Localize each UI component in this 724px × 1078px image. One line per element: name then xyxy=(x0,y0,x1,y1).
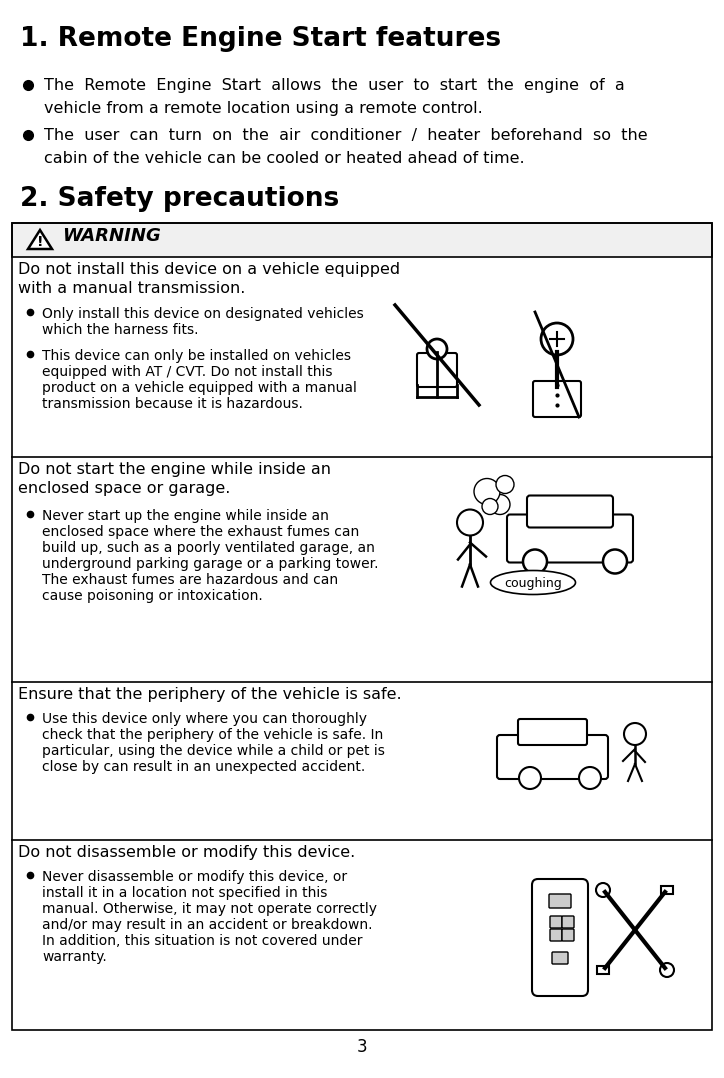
Bar xyxy=(12,223,712,1029)
Circle shape xyxy=(474,479,500,505)
Text: product on a vehicle equipped with a manual: product on a vehicle equipped with a man… xyxy=(42,381,357,395)
Text: Do not disassemble or modify this device.: Do not disassemble or modify this device… xyxy=(18,845,355,860)
Text: Never disassemble or modify this device, or: Never disassemble or modify this device,… xyxy=(42,870,347,884)
Text: particular, using the device while a child or pet is: particular, using the device while a chi… xyxy=(42,744,385,758)
FancyBboxPatch shape xyxy=(562,929,574,941)
Text: transmission because it is hazardous.: transmission because it is hazardous. xyxy=(42,397,303,411)
FancyBboxPatch shape xyxy=(527,496,613,527)
Text: close by can result in an unexpected accident.: close by can result in an unexpected acc… xyxy=(42,760,365,774)
FancyBboxPatch shape xyxy=(532,879,588,996)
Polygon shape xyxy=(28,230,52,249)
Text: underground parking garage or a parking tower.: underground parking garage or a parking … xyxy=(42,557,379,571)
Ellipse shape xyxy=(490,570,576,594)
Circle shape xyxy=(541,323,573,355)
FancyBboxPatch shape xyxy=(550,916,562,928)
Circle shape xyxy=(660,963,674,977)
Text: Only install this device on designated vehicles: Only install this device on designated v… xyxy=(42,307,363,321)
Text: The  Remote  Engine  Start  allows  the  user  to  start  the  engine  of  a: The Remote Engine Start allows the user … xyxy=(44,78,625,93)
Text: Never start up the engine while inside an: Never start up the engine while inside a… xyxy=(42,509,329,523)
Text: 1. Remote Engine Start features: 1. Remote Engine Start features xyxy=(20,26,501,52)
Text: warranty.: warranty. xyxy=(42,950,106,964)
Text: build up, such as a poorly ventilated garage, an: build up, such as a poorly ventilated ga… xyxy=(42,541,375,555)
Text: coughing: coughing xyxy=(504,577,562,590)
Text: cause poisoning or intoxication.: cause poisoning or intoxication. xyxy=(42,589,263,603)
FancyBboxPatch shape xyxy=(552,952,568,964)
Circle shape xyxy=(596,883,610,897)
FancyBboxPatch shape xyxy=(497,735,608,779)
FancyBboxPatch shape xyxy=(550,929,562,941)
Circle shape xyxy=(519,768,541,789)
Text: In addition, this situation is not covered under: In addition, this situation is not cover… xyxy=(42,934,363,948)
Text: manual. Otherwise, it may not operate correctly: manual. Otherwise, it may not operate co… xyxy=(42,902,377,916)
Text: cabin of the vehicle can be cooled or heated ahead of time.: cabin of the vehicle can be cooled or he… xyxy=(44,151,525,166)
Text: Do not install this device on a vehicle equipped: Do not install this device on a vehicle … xyxy=(18,262,400,277)
Text: !: ! xyxy=(37,235,43,249)
FancyBboxPatch shape xyxy=(518,719,587,745)
Text: equipped with AT / CVT. Do not install this: equipped with AT / CVT. Do not install t… xyxy=(42,365,332,379)
Circle shape xyxy=(603,550,627,573)
Circle shape xyxy=(523,550,547,573)
Text: enclosed space or garage.: enclosed space or garage. xyxy=(18,481,230,496)
Text: 2. Safety precautions: 2. Safety precautions xyxy=(20,186,340,212)
Text: WARNING: WARNING xyxy=(62,227,161,245)
Bar xyxy=(12,223,712,257)
Circle shape xyxy=(482,498,498,514)
Text: which the harness fits.: which the harness fits. xyxy=(42,323,198,337)
Text: install it in a location not specified in this: install it in a location not specified i… xyxy=(42,886,327,900)
Text: Use this device only where you can thoroughly: Use this device only where you can thoro… xyxy=(42,711,367,725)
Text: and/or may result in an accident or breakdown.: and/or may result in an accident or brea… xyxy=(42,918,373,932)
FancyBboxPatch shape xyxy=(597,966,609,975)
FancyBboxPatch shape xyxy=(562,916,574,928)
FancyBboxPatch shape xyxy=(661,886,673,894)
Circle shape xyxy=(457,510,483,536)
Text: check that the periphery of the vehicle is safe. In: check that the periphery of the vehicle … xyxy=(42,728,383,742)
Text: The exhaust fumes are hazardous and can: The exhaust fumes are hazardous and can xyxy=(42,573,338,588)
Text: This device can only be installed on vehicles: This device can only be installed on veh… xyxy=(42,349,351,363)
Text: with a manual transmission.: with a manual transmission. xyxy=(18,281,245,296)
FancyBboxPatch shape xyxy=(533,381,581,417)
FancyBboxPatch shape xyxy=(549,894,571,908)
Text: Do not start the engine while inside an: Do not start the engine while inside an xyxy=(18,462,331,476)
Circle shape xyxy=(496,475,514,494)
FancyBboxPatch shape xyxy=(417,353,457,387)
Text: 3: 3 xyxy=(357,1038,367,1056)
Circle shape xyxy=(624,723,646,745)
Text: enclosed space where the exhaust fumes can: enclosed space where the exhaust fumes c… xyxy=(42,525,359,539)
Circle shape xyxy=(490,495,510,514)
Circle shape xyxy=(579,768,601,789)
FancyBboxPatch shape xyxy=(507,514,633,563)
Text: Ensure that the periphery of the vehicle is safe.: Ensure that the periphery of the vehicle… xyxy=(18,687,402,702)
Text: The  user  can  turn  on  the  air  conditioner  /  heater  beforehand  so  the: The user can turn on the air conditioner… xyxy=(44,128,648,143)
Circle shape xyxy=(427,338,447,359)
Text: vehicle from a remote location using a remote control.: vehicle from a remote location using a r… xyxy=(44,101,483,116)
